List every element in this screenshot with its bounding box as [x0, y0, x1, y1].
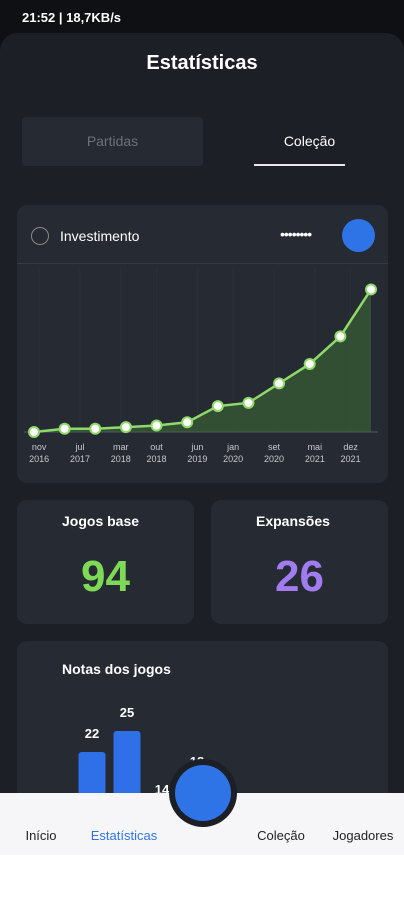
- tab-label: Coleção: [283, 133, 336, 149]
- x-tick-label: mar 2018: [111, 442, 131, 464]
- point: [89, 422, 102, 435]
- card-title: Notas dos jogos: [62, 661, 171, 677]
- point: [334, 330, 347, 343]
- point: [150, 419, 163, 432]
- bar-chart: 22251418: [78, 705, 211, 793]
- tab[interactable]: Partidas: [22, 117, 203, 166]
- x-tick-label: set 2020: [264, 442, 284, 464]
- nav-item[interactable]: Início: [25, 828, 57, 843]
- stat-label: Expansões: [256, 513, 330, 529]
- status-time: 21:52 | 18,7KB/s: [22, 10, 122, 25]
- x-tick-label: out 2018: [147, 442, 167, 464]
- x-tick-label: jun 2019: [187, 442, 207, 464]
- x-tick-label: mai 2021: [305, 442, 325, 464]
- nav-item-active[interactable]: Estatísticas: [90, 828, 158, 843]
- nav-item[interactable]: Jogadores: [332, 828, 394, 843]
- point: [365, 283, 377, 296]
- toggle-visibility[interactable]: [342, 219, 375, 252]
- point: [303, 357, 316, 370]
- x-tick-label: jan 2020: [223, 442, 243, 464]
- value-label: 25: [120, 705, 134, 720]
- point: [273, 377, 286, 390]
- stat-card: [17, 500, 194, 624]
- x-tick-label: jul 2017: [70, 442, 90, 464]
- icon: [31, 227, 49, 245]
- bar: [113, 731, 141, 793]
- nav-item[interactable]: Coleção: [257, 828, 305, 843]
- page-title: Estatísticas: [146, 52, 258, 74]
- bar: [78, 752, 106, 793]
- point: [242, 396, 255, 409]
- investment-card: [17, 205, 388, 483]
- point: [181, 416, 194, 429]
- card-title: Investimento: [60, 228, 140, 244]
- tab-label: Partidas: [86, 133, 139, 149]
- stat-card: [211, 500, 388, 624]
- line-chart: nov 2016 jul 2017 mar 2018 out 2018 jun 2019 jan 20…: [24, 283, 378, 464]
- point: [58, 422, 71, 435]
- value-label: 14: [155, 782, 170, 793]
- tab-active[interactable]: Coleção: [254, 117, 345, 166]
- area: [34, 289, 371, 432]
- x-tick-label: nov 2016: [29, 442, 49, 464]
- value-label: 22: [85, 726, 99, 741]
- stat-label: Jogos base: [62, 513, 140, 529]
- point: [211, 400, 224, 413]
- stat-value: 94: [81, 552, 130, 601]
- system-bar: [0, 855, 404, 900]
- masked-value: ••••••••: [280, 226, 312, 242]
- divider: [17, 263, 388, 264]
- stat-value: 26: [275, 552, 324, 601]
- point: [28, 426, 40, 438]
- fab[interactable]: [175, 765, 231, 821]
- x-tick-label: dez 2021: [341, 442, 361, 464]
- point: [119, 421, 132, 434]
